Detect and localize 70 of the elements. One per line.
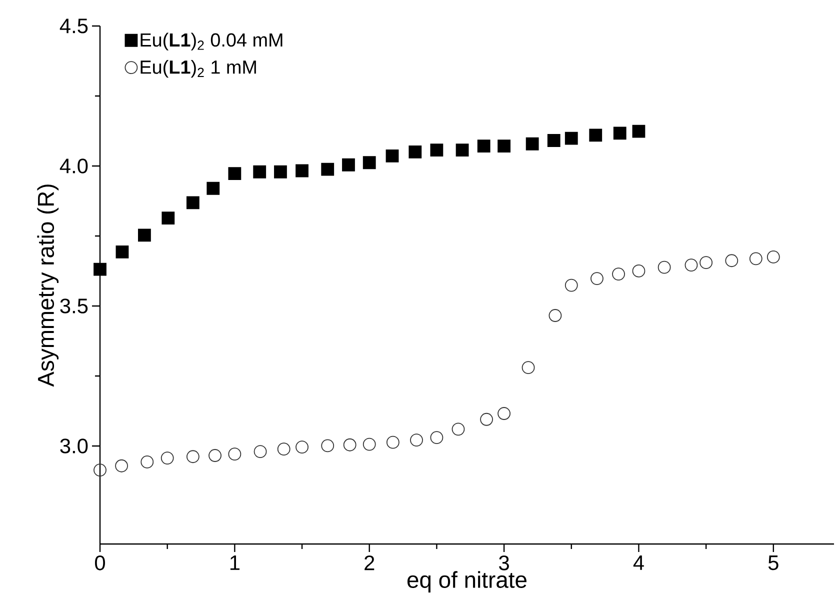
point (362, 438, 376, 451)
point (526, 137, 539, 150)
point (590, 272, 604, 285)
point (589, 128, 602, 142)
point (321, 439, 334, 452)
point (253, 165, 266, 178)
point (362, 156, 376, 170)
point (613, 126, 626, 140)
point (498, 140, 510, 153)
x-tick-label: 0 (95, 556, 105, 570)
point (162, 212, 175, 225)
point (430, 431, 444, 444)
point (547, 134, 560, 147)
legend-label: Eu(L1)$_{2}$ 0.04 mM (140, 32, 282, 50)
point (452, 422, 465, 436)
point (274, 165, 287, 178)
point (343, 438, 356, 452)
point (140, 455, 154, 468)
point (498, 407, 510, 420)
point (94, 464, 106, 477)
x-tick-label: 2 (364, 556, 374, 570)
point (186, 450, 200, 464)
point (749, 252, 762, 266)
point (612, 268, 625, 281)
point (296, 164, 308, 178)
x-tick-label: 3 (499, 556, 509, 570)
point (522, 361, 535, 374)
point (480, 412, 493, 426)
point (477, 140, 490, 153)
point (564, 132, 578, 145)
point (386, 149, 399, 162)
point (658, 260, 671, 274)
point (228, 448, 242, 461)
y-tick-label: 3.0 (60, 438, 88, 454)
point (186, 196, 200, 210)
point (115, 459, 128, 472)
y-tick-label: 3.5 (60, 298, 88, 314)
point (766, 250, 780, 264)
point (684, 258, 698, 272)
point (206, 182, 220, 195)
y-axis-title: Asymmetry ratio (R) (37, 184, 59, 387)
point (386, 436, 400, 449)
x-tick-label: 5 (768, 556, 778, 570)
point (700, 256, 713, 270)
point (228, 167, 242, 180)
point (410, 434, 423, 447)
point (160, 452, 174, 464)
y-tick-label: 4.0 (60, 158, 88, 174)
y-tick-label: 4.5 (60, 18, 88, 34)
point (430, 144, 444, 156)
point (456, 144, 469, 156)
point (632, 124, 646, 138)
point (277, 442, 290, 456)
point (254, 445, 267, 458)
x-axis-title: eq of nitrate (407, 571, 526, 593)
x-tick-label: 1 (230, 556, 240, 570)
point (632, 264, 646, 278)
point (408, 146, 422, 158)
point (321, 162, 334, 176)
point (94, 262, 106, 276)
point (548, 309, 562, 322)
point (138, 228, 151, 242)
point (296, 440, 308, 454)
point (208, 449, 222, 462)
x-tick-label: 4 (633, 556, 644, 570)
point (342, 158, 355, 172)
legend-label: Eu(L1)$_{2}$ 1 mM (140, 60, 256, 78)
point (725, 254, 738, 268)
point (116, 245, 129, 258)
point (564, 278, 578, 292)
